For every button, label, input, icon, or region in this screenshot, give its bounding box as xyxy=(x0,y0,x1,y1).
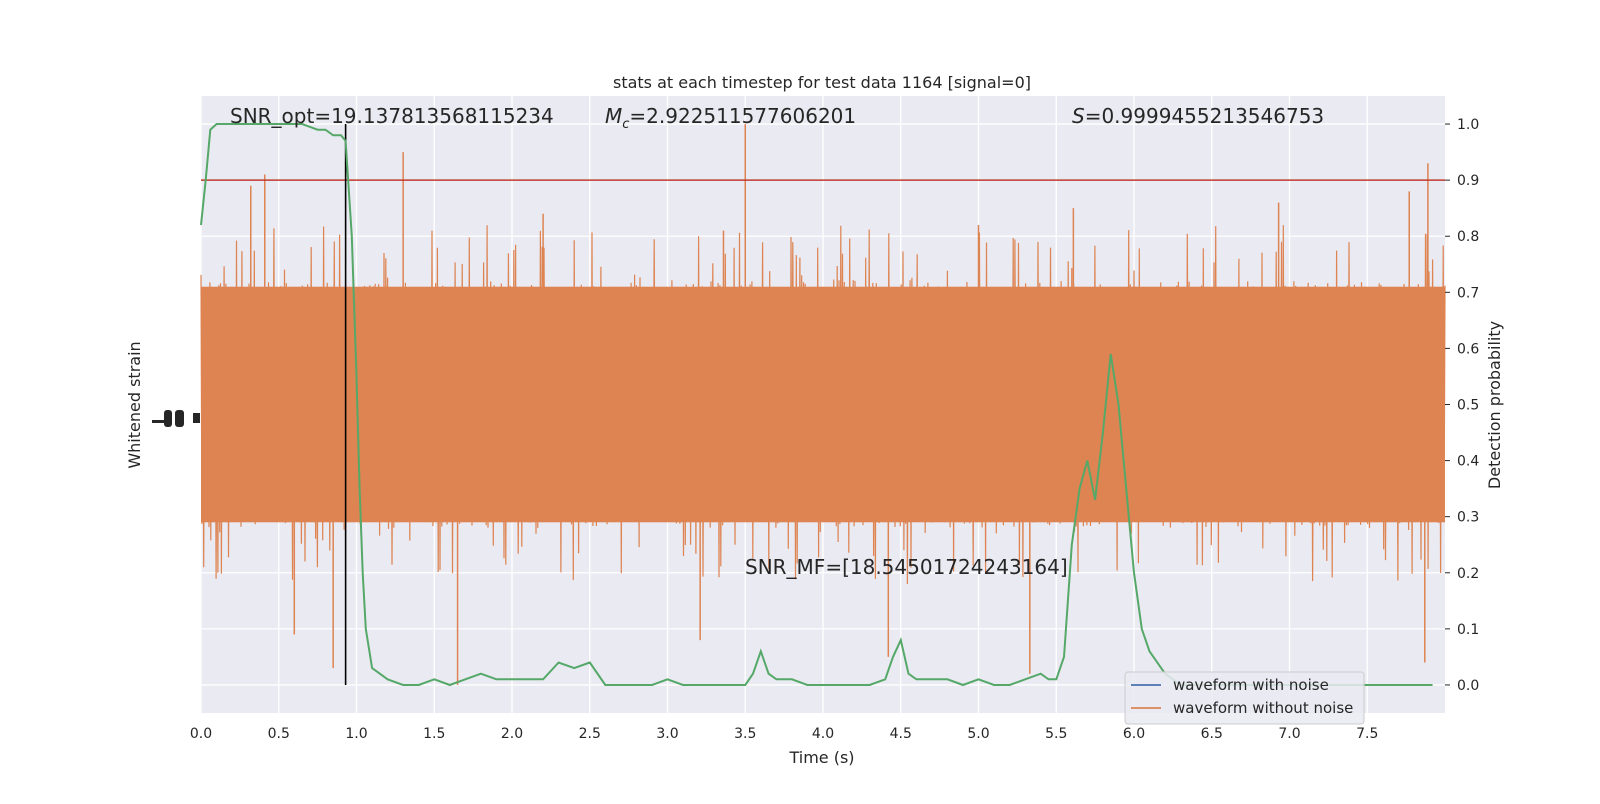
y-tick-label-right: 0.6 xyxy=(1457,341,1479,357)
x-tick-label: 7.0 xyxy=(1278,726,1300,742)
left-tick-overlap-mark xyxy=(175,410,184,427)
left-tick-overlap-mark xyxy=(152,420,166,423)
left-tick-overlap-mark xyxy=(193,413,200,423)
y-tick-label-right: 0.3 xyxy=(1457,510,1479,526)
annotation-chirp-mass-symbol: M xyxy=(605,104,622,128)
x-tick-label: 0.0 xyxy=(190,726,212,742)
y-tick-label-right: 0.4 xyxy=(1457,454,1479,470)
x-tick-label: 6.0 xyxy=(1123,726,1145,742)
x-tick-label: 3.0 xyxy=(656,726,678,742)
legend-label-without-noise: waveform without noise xyxy=(1173,699,1353,717)
x-tick-label: 5.5 xyxy=(1045,726,1067,742)
y-tick-label-right: 0.1 xyxy=(1457,622,1479,638)
y-tick-label-right: 0.2 xyxy=(1457,566,1479,582)
x-tick-label: 5.0 xyxy=(967,726,989,742)
annotation-s-symbol: S xyxy=(1072,104,1085,128)
x-tick-label: 3.5 xyxy=(734,726,756,742)
waveform-without-noise-band xyxy=(201,286,1445,523)
annotation-s: S=0.9999455213546753 xyxy=(1072,104,1324,128)
legend: waveform with noise waveform without noi… xyxy=(1124,671,1365,725)
y-tick-label-right: 1.0 xyxy=(1457,117,1479,133)
axes: 0.0 0.5 1.0 1.5 2.0 2.5 3.0 3.5 4.0 4.5 5.0 5.5 6.0 6… xyxy=(152,117,1479,742)
x-tick-label: 4.5 xyxy=(890,726,912,742)
noise-layer xyxy=(200,124,1446,685)
x-tick-label: 4.0 xyxy=(812,726,834,742)
legend-box xyxy=(1124,671,1365,725)
y-axis-label-right: Detection probability xyxy=(1485,321,1504,489)
annotation-chirp-mass: Mc=2.922511577606201 xyxy=(605,104,856,132)
annotation-s-value: =0.9999455213546753 xyxy=(1085,104,1324,128)
annotation-chirp-mass-sub: c xyxy=(622,117,629,132)
y-tick-label-right: 0.8 xyxy=(1457,229,1479,245)
annotation-snr-mf: SNR_MF=[18.54501724243164] xyxy=(745,555,1068,579)
y-tick-label-right: 0.9 xyxy=(1457,173,1479,189)
annotation-chirp-mass-value: =2.922511577606201 xyxy=(629,104,856,128)
x-tick-label: 7.5 xyxy=(1356,726,1378,742)
y-tick-label-right: 0.7 xyxy=(1457,285,1479,301)
x-tick-label: 0.5 xyxy=(268,726,290,742)
x-tick-label: 2.0 xyxy=(501,726,523,742)
y-tick-label-right: 0.5 xyxy=(1457,398,1479,414)
x-axis-label: Time (s) xyxy=(788,748,854,767)
y-tick-label-right: 0.0 xyxy=(1457,678,1479,694)
x-tick-label: 2.5 xyxy=(579,726,601,742)
x-tick-label: 1.5 xyxy=(423,726,445,742)
annotation-snr-opt: SNR_opt=19.137813568115234 xyxy=(230,104,554,128)
chart-title: stats at each timestep for test data 116… xyxy=(613,73,1031,92)
x-tick-label: 1.0 xyxy=(345,726,367,742)
y-axis-label-left: Whitened strain xyxy=(125,341,144,468)
x-tick-label: 6.5 xyxy=(1201,726,1223,742)
left-tick-overlap-mark xyxy=(164,410,172,427)
legend-label-with-noise: waveform with noise xyxy=(1173,676,1329,694)
